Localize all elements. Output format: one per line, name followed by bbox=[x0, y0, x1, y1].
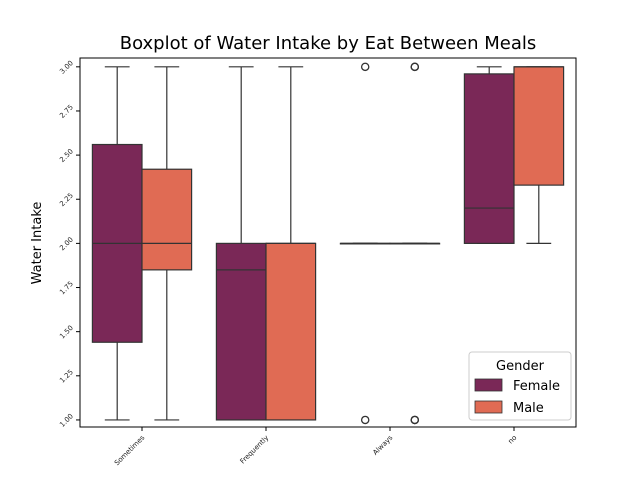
y-axis-label: Water Intake bbox=[30, 202, 45, 285]
plot-frame bbox=[79, 57, 577, 428]
legend-swatch-female bbox=[474, 378, 503, 392]
y-tick-label: 2.75 bbox=[58, 103, 75, 120]
x-tick-label: no bbox=[507, 434, 519, 446]
y-tick-label: 1.00 bbox=[58, 412, 75, 429]
y-tick-label: 1.50 bbox=[58, 324, 75, 341]
y-tick-label: 2.50 bbox=[58, 147, 75, 164]
legend-label-female: Female bbox=[513, 379, 560, 394]
box-female bbox=[215, 242, 267, 421]
legend-swatch-male bbox=[474, 400, 503, 414]
outlier-point bbox=[410, 415, 420, 425]
x-tick-label: Frequently bbox=[239, 434, 271, 466]
y-tick-label: 2.25 bbox=[58, 191, 75, 208]
y-tick-label: 1.25 bbox=[58, 368, 75, 385]
box-male bbox=[141, 168, 193, 271]
outlier-point bbox=[360, 415, 370, 425]
outlier-point bbox=[410, 62, 420, 72]
legend-label-male: Male bbox=[513, 401, 544, 416]
box-male bbox=[265, 242, 317, 421]
legend-title: Gender bbox=[496, 359, 545, 374]
chart-title: Boxplot of Water Intake by Eat Between M… bbox=[120, 33, 537, 54]
x-tick-label: Always bbox=[371, 434, 394, 457]
y-tick-label: 1.75 bbox=[58, 280, 75, 297]
legend: Gender Female Male bbox=[468, 351, 572, 421]
box-female bbox=[463, 73, 515, 244]
outlier-point bbox=[360, 62, 370, 72]
y-tick-label: 2.00 bbox=[58, 236, 75, 253]
x-tick-label: Sometimes bbox=[113, 434, 147, 468]
y-tick-label: 3.00 bbox=[58, 59, 75, 76]
box-male bbox=[513, 66, 565, 186]
